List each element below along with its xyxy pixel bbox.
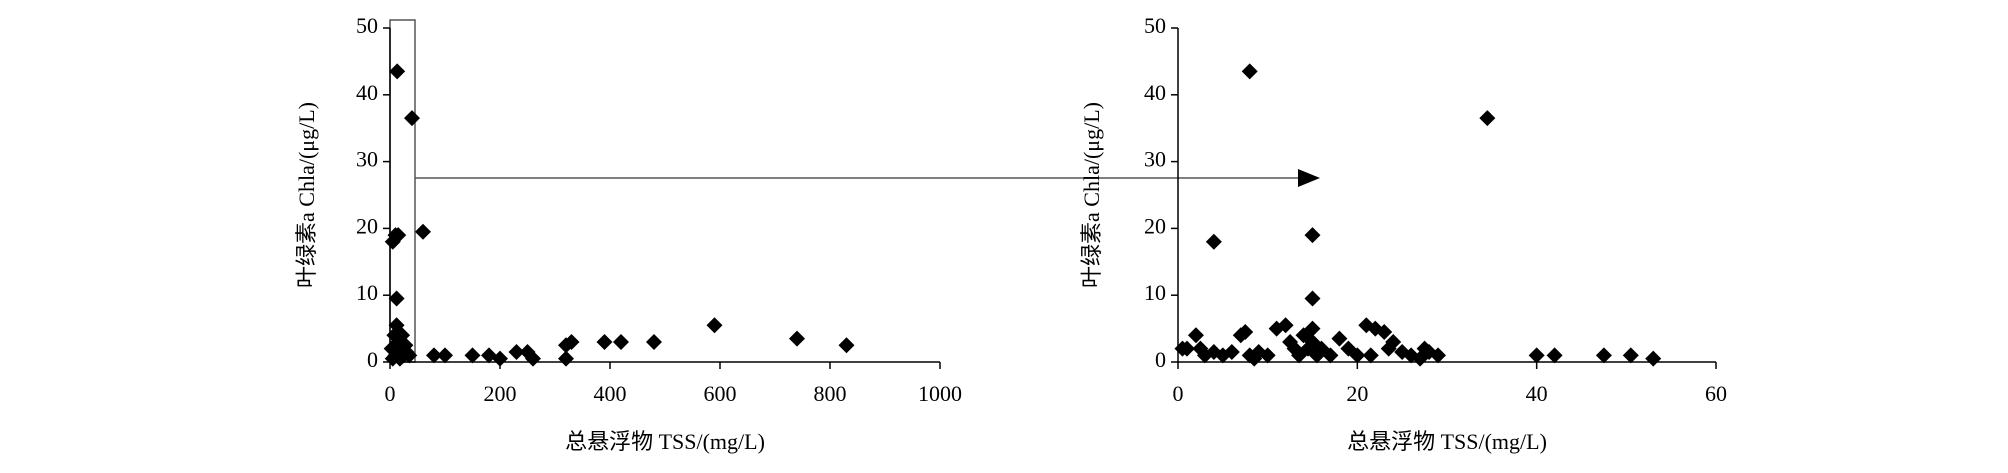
point	[563, 333, 580, 350]
y-tick-label: 0	[367, 347, 378, 372]
point	[789, 330, 805, 347]
point	[389, 63, 406, 80]
y-tick-label: 50	[356, 13, 378, 38]
y-tick-label: 10	[1144, 280, 1166, 305]
point	[1349, 347, 1366, 364]
point	[706, 317, 723, 334]
point	[492, 350, 508, 367]
point	[1362, 347, 1379, 364]
point	[388, 290, 405, 307]
arrow-head	[1298, 169, 1320, 187]
point	[1430, 347, 1447, 364]
y-tick-label: 30	[1144, 147, 1166, 172]
y-axis-label: 叶绿素a Chla/(μg/L)	[294, 102, 319, 288]
point	[1645, 350, 1662, 367]
point	[1178, 340, 1195, 357]
y-tick-label: 40	[356, 80, 378, 105]
point	[1376, 323, 1393, 340]
point	[525, 350, 541, 367]
point	[1385, 333, 1402, 350]
point	[464, 347, 481, 364]
y-tick-label: 10	[356, 280, 378, 305]
point	[404, 110, 420, 127]
point	[397, 337, 414, 354]
point	[508, 343, 525, 360]
point	[415, 223, 431, 240]
y-tick-label: 20	[1144, 213, 1166, 238]
point	[596, 333, 613, 350]
point	[1205, 233, 1222, 250]
point	[1187, 327, 1204, 344]
x-tick-label: 40	[1526, 381, 1548, 406]
point	[1223, 343, 1240, 360]
point	[1304, 290, 1321, 307]
point	[384, 350, 401, 367]
point	[1241, 63, 1258, 80]
point	[558, 350, 574, 367]
point	[1304, 320, 1321, 337]
point	[384, 233, 401, 250]
y-tick-label: 30	[356, 147, 378, 172]
y-tick-label: 40	[1144, 80, 1166, 105]
point	[1595, 347, 1612, 364]
point	[1277, 317, 1294, 334]
point	[1304, 227, 1321, 244]
point	[1546, 347, 1563, 364]
point	[838, 337, 855, 354]
point	[1479, 110, 1496, 127]
point	[1622, 347, 1639, 364]
point	[613, 333, 629, 350]
y-tick-label: 20	[356, 213, 378, 238]
x-tick-label: 20	[1346, 381, 1368, 406]
x-tick-label: 0	[1173, 381, 1184, 406]
y-axis-label: 叶绿素a Chla/(μg/L)	[1079, 102, 1104, 288]
point	[1259, 347, 1276, 364]
point	[1237, 323, 1254, 340]
point	[426, 347, 442, 364]
x-tick-label: 1000	[918, 381, 962, 406]
x-tick-label: 60	[1705, 381, 1727, 406]
x-tick-label: 0	[385, 381, 396, 406]
point	[1528, 347, 1545, 364]
point	[1322, 347, 1339, 364]
y-tick-label: 0	[1155, 347, 1166, 372]
point	[437, 347, 453, 364]
x-tick-label: 400	[594, 381, 627, 406]
x-axis-label: 总悬浮物 TSS/(mg/L)	[1347, 429, 1547, 454]
x-tick-label: 800	[814, 381, 847, 406]
y-tick-label: 50	[1144, 13, 1166, 38]
x-tick-label: 600	[704, 381, 737, 406]
point	[646, 333, 662, 350]
x-tick-label: 200	[484, 381, 517, 406]
point	[1331, 330, 1348, 347]
x-axis-label: 总悬浮物 TSS/(mg/L)	[565, 429, 765, 454]
